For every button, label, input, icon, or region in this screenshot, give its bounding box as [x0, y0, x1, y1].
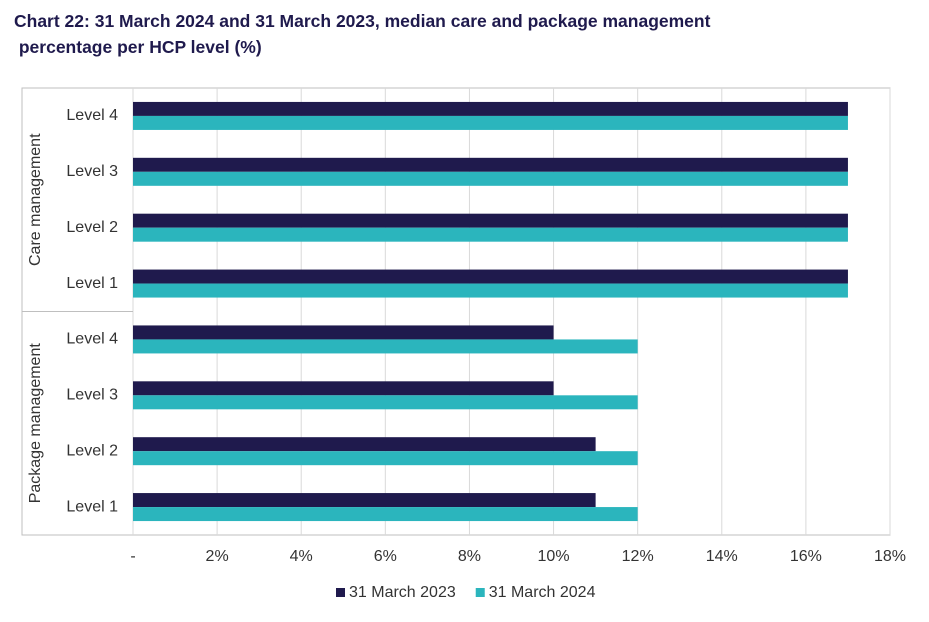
x-tick-label: 14%: [706, 548, 738, 565]
legend-label: 31 March 2024: [489, 584, 596, 601]
y-tick-label: Level 4: [66, 331, 118, 348]
x-tick-label: 8%: [458, 548, 481, 565]
group-label: Package management: [27, 343, 44, 504]
x-tick-label: 10%: [538, 548, 570, 565]
x-tick-label: 4%: [290, 548, 313, 565]
y-tick-label: Level 1: [66, 275, 118, 292]
bar: [133, 213, 848, 228]
bar: [133, 157, 848, 172]
y-tick-label: Level 1: [66, 498, 118, 515]
bar: [133, 507, 638, 522]
x-tick-label: 6%: [374, 548, 397, 565]
x-tick-label: 2%: [206, 548, 229, 565]
bar: [133, 171, 848, 186]
bar: [133, 437, 596, 452]
plot-frame: [21, 87, 891, 536]
y-tick-label: Level 4: [66, 107, 118, 124]
y-tick-label: Level 2: [66, 219, 118, 236]
x-tick-label: 12%: [622, 548, 654, 565]
bar: [133, 493, 596, 508]
bar: [133, 451, 638, 466]
bar: [133, 381, 554, 396]
bar: [133, 325, 554, 340]
y-tick-label: Level 2: [66, 442, 118, 459]
bar: [133, 283, 848, 298]
bar: [133, 339, 638, 354]
bar: [133, 115, 848, 130]
legend-label: 31 March 2023: [349, 584, 456, 601]
bar: [133, 101, 848, 116]
legend-swatch: [475, 588, 485, 597]
legend-swatch: [336, 588, 345, 597]
x-tick-label: 18%: [874, 548, 906, 565]
chart-title: Chart 22: 31 March 2024 and 31 March 202…: [14, 11, 711, 57]
group-label: Care management: [27, 133, 44, 266]
y-tick-label: Level 3: [66, 387, 118, 404]
bar: [133, 227, 848, 242]
bar: [133, 395, 638, 410]
x-tick-label: 16%: [790, 548, 822, 565]
x-tick-label: -: [130, 548, 135, 565]
y-tick-label: Level 3: [66, 163, 118, 180]
bar: [133, 269, 848, 284]
